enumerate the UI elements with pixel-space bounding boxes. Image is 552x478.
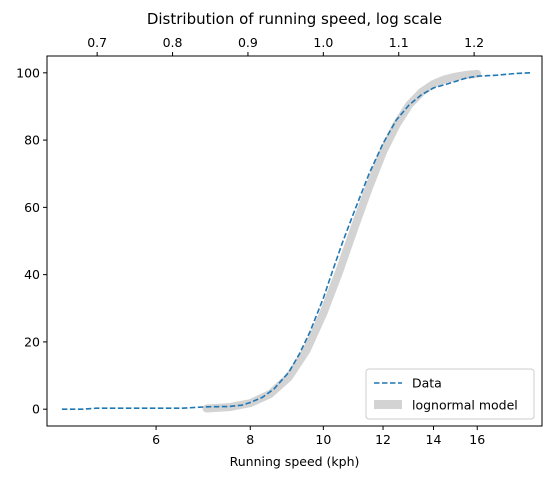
x-tick-label: 10 xyxy=(315,432,331,447)
axes-frame xyxy=(46,55,543,427)
data-line-layer xyxy=(61,72,531,410)
top-tick-label: 0.7 xyxy=(87,35,107,50)
y-tick-label: 20 xyxy=(24,334,40,349)
legend-data-label: Data xyxy=(412,376,442,391)
data-line xyxy=(61,72,531,410)
x-tick-label: 16 xyxy=(469,432,485,447)
top-tick-label: 0.9 xyxy=(238,35,258,50)
y-tick-label: 80 xyxy=(24,133,40,148)
legend-model-label: lognormal model xyxy=(412,398,518,413)
ticks-layer: 6 8 10 12 14 16 0 20 40 60 80 100 0.7 0.8 0.9 1.0 1.1 1.2 xyxy=(16,35,485,447)
x-tick-label: 14 xyxy=(426,432,442,447)
y-tick-label: 0 xyxy=(32,402,40,417)
model-band xyxy=(202,69,482,413)
y-tick-label: 40 xyxy=(24,267,40,282)
axes-layer xyxy=(46,55,543,427)
model-band-layer xyxy=(202,69,482,413)
legend-model-swatch xyxy=(374,400,402,409)
top-tick-label: 1.0 xyxy=(313,35,333,50)
top-tick-label: 0.8 xyxy=(163,35,183,50)
top-tick-label: 1.1 xyxy=(389,35,409,50)
x-tick-label: 8 xyxy=(246,432,254,447)
y-tick-label: 100 xyxy=(16,65,40,80)
x-tick-label: 12 xyxy=(375,432,391,447)
chart-title: Distribution of running speed, log scale xyxy=(147,10,442,28)
legend-box xyxy=(365,368,535,420)
x-tick-label: 6 xyxy=(152,432,160,447)
x-axis-label: Running speed (kph) xyxy=(230,454,360,469)
top-tick-label: 1.2 xyxy=(464,35,484,50)
legend: Data lognormal model xyxy=(365,368,535,420)
y-tick-label: 60 xyxy=(24,200,40,215)
